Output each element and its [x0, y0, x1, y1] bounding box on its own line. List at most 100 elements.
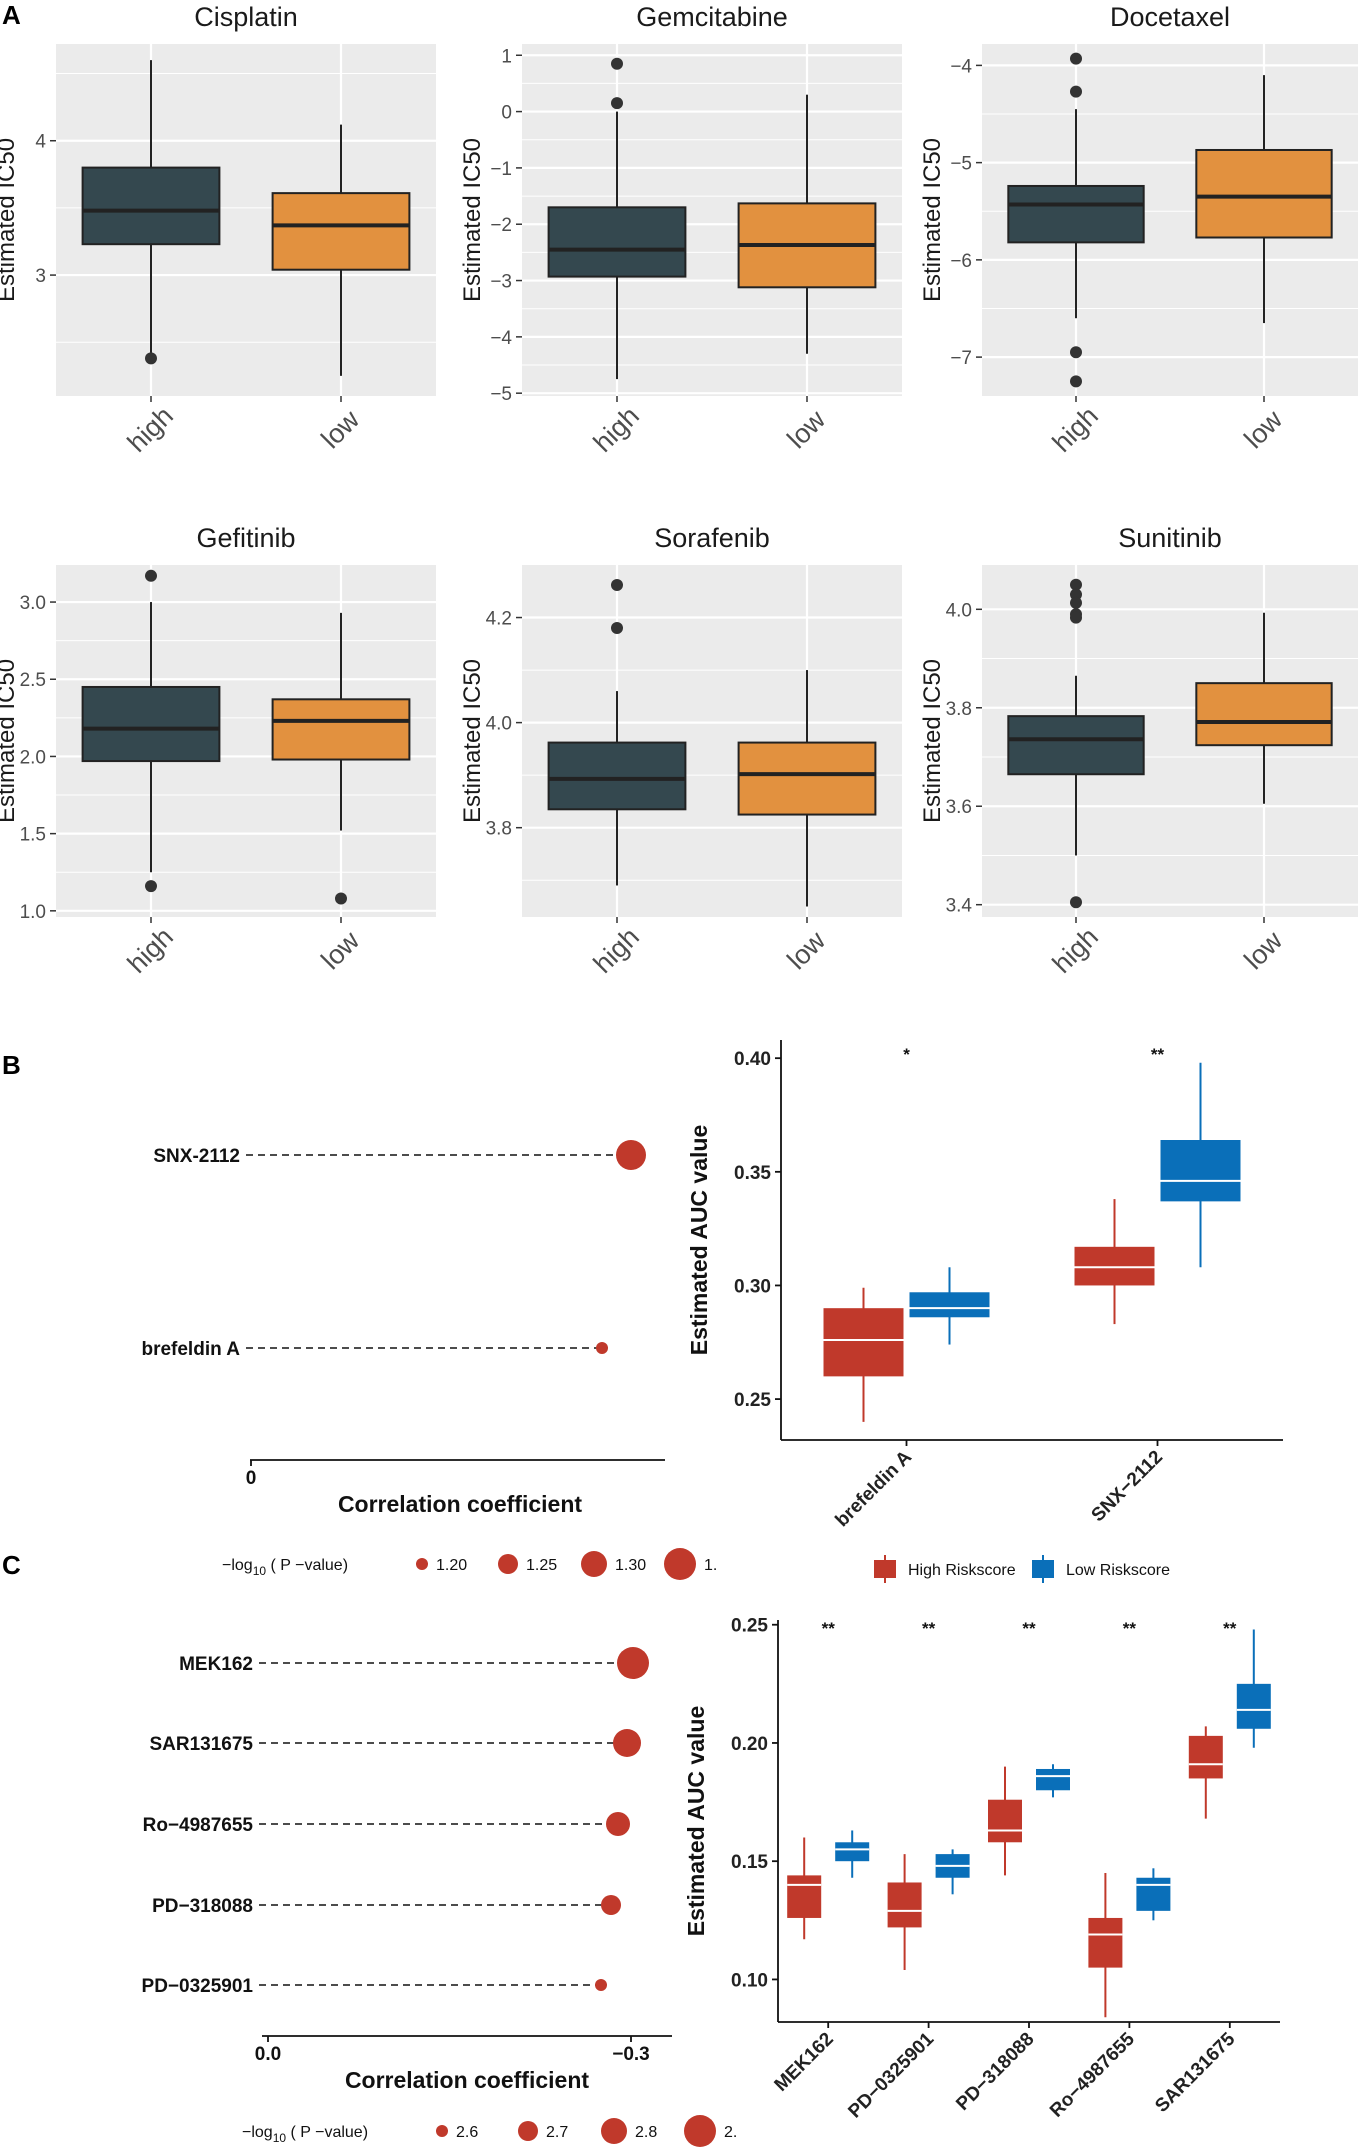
- size-legend-label: 2.: [724, 2124, 737, 2141]
- box-high: [81, 166, 221, 246]
- box-high-riskscore: [887, 1882, 922, 1928]
- x-tick-label: PD−318088: [952, 2029, 1038, 2115]
- drug-correlation-marker: [596, 1342, 608, 1354]
- chart-b_box: 0.25 0.30 0.35 0.40 brefeldin A * SNX−2112 ** Es…: [686, 1040, 1283, 1583]
- drug-label: PD−318088: [152, 1896, 253, 1917]
- y-tick-label: 1.0: [20, 902, 46, 923]
- drug-correlation-marker: [606, 1812, 630, 1836]
- size-legend-label: 1.: [704, 1557, 717, 1574]
- size-legend-label: 1.20: [436, 1557, 467, 1574]
- plot-cisplatin: 3 4 high low Cisplatin Estimated IC50: [0, 2, 436, 458]
- y-tick-label: −5: [950, 154, 972, 175]
- outlier-point: [145, 880, 157, 893]
- panel-label-a: A: [2, 0, 21, 30]
- plot-background: [522, 565, 902, 917]
- y-axis-title: Estimated IC50: [459, 138, 486, 302]
- box-high: [1007, 184, 1145, 244]
- box-high: [547, 206, 687, 278]
- x-tick-label: SAR131675: [1151, 2028, 1239, 2116]
- y-tick-label: 3: [35, 266, 46, 287]
- plot-title: Sorafenib: [654, 523, 770, 553]
- y-tick-label: 0: [501, 103, 512, 124]
- plot-gefitinib: 1.0 1.5 2.0 2.5 3.0 high low Gefitinib Estimated…: [0, 523, 436, 979]
- box-high-riskscore: [823, 1308, 904, 1377]
- box-low: [1195, 682, 1333, 747]
- drug-label: brefeldin A: [141, 1339, 240, 1360]
- plot-title: Sunitinib: [1118, 523, 1222, 553]
- outlier-point: [1070, 611, 1082, 624]
- size-legend-label: 2.6: [456, 2124, 478, 2141]
- significance-marker: **: [1022, 1619, 1036, 1638]
- x-axis-title: Correlation coefficient: [345, 2067, 589, 2093]
- y-tick-label: 0.40: [734, 1049, 771, 1070]
- y-tick-label: −4: [950, 56, 972, 77]
- outlier-point: [335, 892, 347, 905]
- y-tick-label: 2.5: [20, 670, 46, 691]
- box-high-riskscore: [1188, 1735, 1223, 1779]
- size-legend-label: 2.8: [635, 2124, 657, 2141]
- box-low: [271, 698, 411, 761]
- box-low: [1195, 148, 1333, 239]
- size-legend-dot: [416, 1558, 428, 1570]
- y-tick-label: −7: [950, 348, 972, 369]
- y-axis-title: Estimated IC50: [919, 659, 946, 823]
- plot-sorafenib: 3.8 4.0 4.2 high low Sorafenib Estimated IC50: [459, 523, 902, 979]
- size-legend-dot: [518, 2121, 538, 2141]
- drug-label: SNX-2112: [153, 1146, 240, 1167]
- x-tick-label: high: [122, 922, 179, 979]
- x-tick-label: low: [1238, 925, 1288, 975]
- plot-sunitinib: 3.4 3.6 3.8 4.0 high low Sunitinib Estimated IC…: [919, 523, 1358, 979]
- size-legend-dot: [684, 2115, 716, 2147]
- box-high-riskscore: [988, 1799, 1022, 1843]
- significance-marker: **: [1223, 1619, 1237, 1638]
- y-tick-label: 1: [501, 46, 512, 67]
- y-tick-label: 0.10: [731, 1970, 768, 1991]
- y-tick-label: −4: [490, 328, 512, 349]
- plot-gemcitabine: −5 −4 −3 −2 −1 0 1 high low Gemcitabine Estimated …: [459, 2, 902, 458]
- drug-correlation-marker: [601, 1895, 621, 1915]
- outlier-point: [1070, 375, 1082, 388]
- box-high: [547, 741, 687, 811]
- plot-title: Docetaxel: [1110, 2, 1230, 32]
- plot-title: Cisplatin: [194, 2, 298, 32]
- y-tick-label: 4.2: [486, 609, 512, 630]
- drug-label: PD−0325901: [142, 1976, 254, 1997]
- box-low-riskscore: [1160, 1140, 1241, 1202]
- drug-label: MEK162: [179, 1654, 253, 1675]
- y-tick-label: 0.25: [731, 1616, 768, 1637]
- x-tick-label: Ro−4987655: [1046, 2028, 1139, 2121]
- box-low: [737, 741, 877, 816]
- y-tick-label: 0.30: [734, 1276, 771, 1297]
- x-tick-label: low: [315, 404, 365, 454]
- size-legend-label: 1.25: [526, 1557, 557, 1574]
- y-tick-label: 0.15: [731, 1852, 768, 1873]
- outlier-point: [611, 578, 623, 591]
- y-tick-label: 0.35: [734, 1163, 771, 1184]
- y-axis-title: Estimated IC50: [459, 659, 486, 823]
- box-low-riskscore: [1136, 1877, 1171, 1911]
- significance-marker: **: [1123, 1619, 1137, 1638]
- y-tick-label: 3.8: [486, 819, 512, 840]
- plot-title: Gefitinib: [196, 523, 295, 553]
- size-legend-label: 2.7: [546, 2124, 568, 2141]
- outlier-point: [1070, 52, 1082, 65]
- y-tick-label: −2: [490, 215, 512, 236]
- chart-c_box: 0.10 0.15 0.20 0.25 MEK162 ** PD−0325901 ** PD−3…: [683, 1616, 1280, 2122]
- x-tick-label: SNX−2112: [1088, 1447, 1167, 1526]
- significance-marker: **: [922, 1619, 936, 1638]
- x-tick-label: low: [1238, 404, 1288, 454]
- y-tick-label: −1: [490, 159, 512, 180]
- y-tick-label: −3: [490, 272, 512, 293]
- y-axis-title: Estimated AUC value: [683, 1706, 709, 1937]
- x-tick-label: high: [1047, 922, 1104, 979]
- y-tick-label: 1.5: [20, 825, 46, 846]
- size-legend-dot: [436, 2125, 448, 2137]
- box-low-riskscore: [1236, 1683, 1271, 1729]
- y-tick-label: 4.0: [946, 600, 972, 621]
- box-high: [81, 685, 221, 763]
- size-legend-title: −log10 ( P −value): [242, 2124, 368, 2145]
- drug-correlation-marker: [617, 1647, 649, 1679]
- x-tick-label: high: [588, 401, 645, 458]
- size-legend-title: −log10 ( P −value): [222, 1557, 348, 1578]
